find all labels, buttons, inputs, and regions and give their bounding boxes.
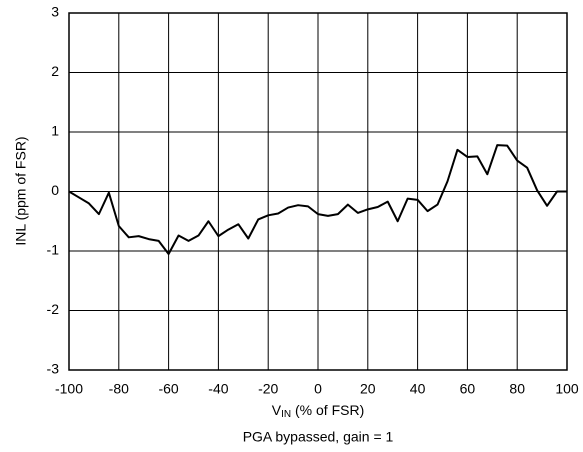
y-tick-label: 1: [51, 123, 59, 139]
y-tick-label: 0: [51, 182, 59, 198]
x-axis-label-main: V: [272, 402, 282, 418]
x-tick-label: -40: [208, 381, 228, 397]
y-tick-label: -2: [47, 301, 60, 317]
y-tick-label: 2: [51, 63, 59, 79]
y-tick-label: 3: [51, 4, 59, 20]
y-tick-label: -3: [47, 361, 60, 377]
x-tick-label: -100: [55, 381, 83, 397]
x-tick-label: -80: [109, 381, 129, 397]
x-tick-label: 40: [410, 381, 426, 397]
x-tick-label: -20: [258, 381, 278, 397]
caption: PGA bypassed, gain = 1: [243, 429, 394, 445]
x-tick-label: 100: [555, 381, 579, 397]
y-axis-label: INL (ppm of FSR): [13, 136, 29, 245]
x-axis-label-sub: IN: [281, 409, 291, 420]
x-tick-label: 80: [509, 381, 525, 397]
data-line: [68, 144, 567, 255]
x-axis-label-rest: (% of FSR): [291, 402, 364, 418]
y-tick-label: -1: [47, 242, 60, 258]
x-tick-label: 20: [360, 381, 376, 397]
x-tick-label: -60: [158, 381, 178, 397]
x-axis-label: VIN (% of FSR): [272, 402, 364, 420]
x-tick-label: 0: [314, 381, 322, 397]
x-tick-label: 60: [460, 381, 476, 397]
